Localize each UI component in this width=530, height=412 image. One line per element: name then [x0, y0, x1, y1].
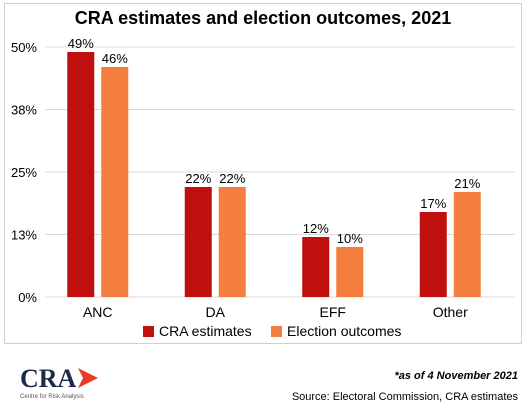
x-category-da: DA — [206, 304, 226, 320]
bar-chart: CRA estimates and election outcomes, 202… — [11, 8, 515, 339]
legend-swatch-election-outcomes — [271, 326, 282, 337]
data-label-cra-estimates-other: 17% — [420, 196, 446, 211]
chart-title: CRA estimates and election outcomes, 202… — [75, 8, 451, 28]
y-tick-label: 50% — [11, 40, 37, 55]
bar-election-outcomes-anc — [101, 67, 129, 297]
footnote: *as of 4 November 2021 — [394, 370, 518, 382]
legend-swatch-cra-estimates — [143, 326, 154, 337]
x-category-anc: ANC — [83, 304, 113, 320]
y-axis-ticks: 0% 13% 25% 38% 50% — [11, 40, 37, 305]
data-label-election-outcomes-da: 22% — [219, 171, 245, 186]
data-label-cra-estimates-eff: 12% — [303, 221, 329, 236]
legend-label-cra-estimates: CRA estimates — [159, 323, 252, 339]
logo-arrow-icon — [78, 368, 98, 388]
data-label-election-outcomes-anc: 46% — [102, 51, 128, 66]
logo-subtitle: Centre for Risk Analysis — [20, 394, 84, 400]
bar-cra-estimates-anc — [67, 52, 95, 297]
y-tick-label: 0% — [18, 290, 37, 305]
bar-election-outcomes-eff — [336, 247, 364, 297]
bar-cra-estimates-other — [419, 212, 447, 297]
bars — [67, 52, 481, 297]
data-labels: 49% 46% 22% 22% 12% 10% 17% 21% — [68, 36, 481, 246]
x-axis-categories: ANC DA EFF Other — [83, 304, 468, 320]
bar-cra-estimates-eff — [302, 237, 330, 297]
y-tick-label: 13% — [11, 228, 37, 243]
bar-election-outcomes-other — [453, 192, 481, 297]
data-label-election-outcomes-other: 21% — [454, 176, 480, 191]
data-label-cra-estimates-anc: 49% — [68, 36, 94, 51]
data-label-election-outcomes-eff: 10% — [337, 231, 363, 246]
legend-label-election-outcomes: Election outcomes — [287, 323, 401, 339]
data-label-cra-estimates-da: 22% — [185, 171, 211, 186]
bar-election-outcomes-da — [218, 187, 246, 297]
y-tick-label: 25% — [11, 165, 37, 180]
source-note: Source: Electoral Commission, CRA estima… — [291, 391, 518, 403]
bar-cra-estimates-da — [184, 187, 212, 297]
cra-logo: CRA Centre for Risk Analysis — [20, 364, 110, 404]
logo-text: CRA — [20, 364, 77, 393]
x-category-eff: EFF — [320, 304, 346, 320]
legend: CRA estimates Election outcomes — [143, 323, 401, 339]
y-tick-label: 38% — [11, 103, 37, 118]
x-category-other: Other — [433, 304, 468, 320]
